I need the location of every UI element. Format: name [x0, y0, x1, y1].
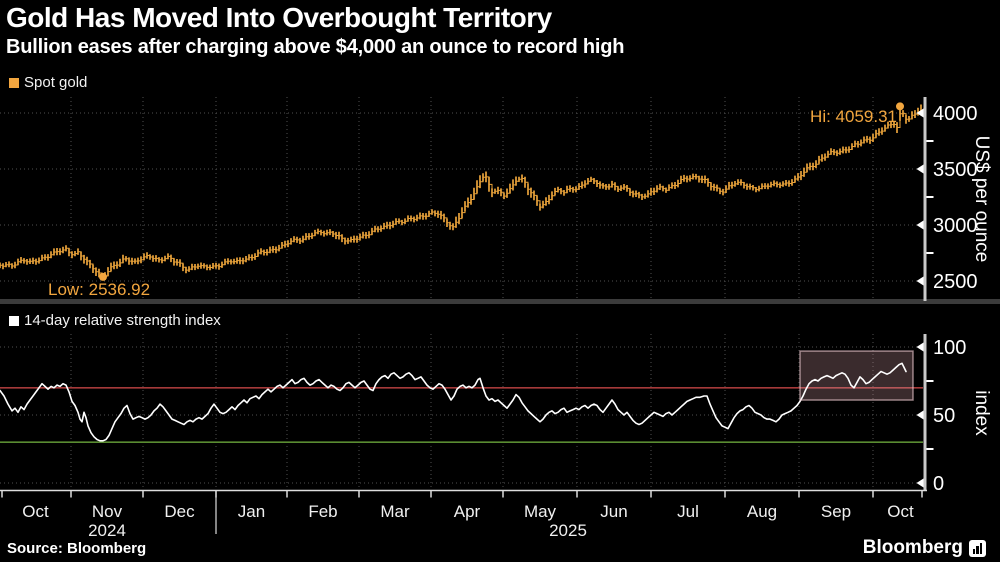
high-point-dot	[896, 102, 904, 111]
bloomberg-bar-chart-icon	[969, 539, 986, 557]
low-annotation: Low: 2536.92	[48, 280, 151, 299]
month-label: Aug	[747, 502, 777, 521]
rsi-legend: 14-day relative strength index	[9, 312, 221, 329]
month-label: Dec	[164, 502, 195, 521]
gold-legend-swatch-icon	[9, 77, 19, 88]
bloomberg-logo-text: Bloomberg	[862, 537, 963, 558]
low-point-dot	[99, 272, 107, 281]
rsi-series	[0, 350, 923, 444]
y-tick-label: 2500	[933, 271, 978, 293]
gold-y-axis-title: US$ per ounce	[971, 135, 992, 263]
year-label: 2024	[88, 521, 126, 540]
rsi-legend-label: 14-day relative strength index	[24, 312, 221, 329]
x-axis: Oct Nov Dec Jan Feb Mar Apr May Jun Jul Aug Sep Oct 2…	[0, 489, 927, 540]
high-annotation: Hi: 4059.31	[810, 107, 897, 126]
gold-y-axis: 2500 3000 3500 4000	[916, 97, 978, 301]
rsi-gridlines	[0, 334, 923, 491]
overbought-highlight-box	[800, 351, 913, 401]
y-tick-label: 0	[933, 473, 944, 495]
month-label: Oct	[887, 502, 914, 521]
source-attribution: Source: Bloomberg	[7, 540, 147, 557]
y-tick-label: 50	[933, 405, 955, 427]
bloomberg-logo: Bloomberg	[863, 537, 986, 559]
panel-divider	[0, 299, 1000, 304]
y-tick-label: 3500	[933, 159, 978, 181]
gold-legend-label: Spot gold	[24, 74, 88, 91]
month-label: May	[524, 502, 557, 521]
month-label: Nov	[92, 502, 123, 521]
month-label: Jul	[677, 502, 699, 521]
gold-gridlines	[0, 97, 923, 301]
month-label: Jan	[238, 502, 265, 521]
month-label: Jun	[600, 502, 627, 521]
y-tick-label: 3000	[933, 215, 978, 237]
year-label: 2025	[549, 521, 587, 540]
rsi-line	[0, 362, 907, 442]
rsi-y-axis: 0 50 100	[916, 334, 966, 495]
month-label: Oct	[22, 502, 49, 521]
gold-series	[0, 102, 922, 281]
month-label: Apr	[454, 502, 481, 521]
page-subtitle: Bullion eases after charging above $4,00…	[6, 36, 625, 58]
month-label: Sep	[821, 502, 851, 521]
y-tick-label: 100	[933, 337, 966, 359]
month-label: Mar	[380, 502, 410, 521]
rsi-y-axis-title: index	[971, 390, 992, 436]
y-tick-label: 4000	[933, 103, 978, 125]
month-label: Feb	[308, 502, 337, 521]
gold-legend: Spot gold	[9, 74, 87, 91]
page-title: Gold Has Moved Into Overbought Territory	[6, 2, 552, 33]
rsi-legend-swatch-icon	[9, 315, 19, 326]
